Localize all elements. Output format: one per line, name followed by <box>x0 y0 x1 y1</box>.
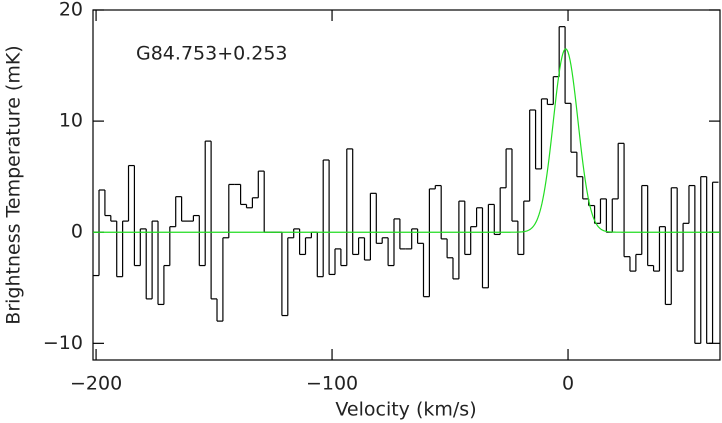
plot-frame <box>92 9 721 361</box>
y-tick-label: 20 <box>59 0 83 21</box>
y-tick-label: −10 <box>43 332 83 354</box>
x-axis-label: Velocity (km/s) <box>335 399 476 421</box>
y-tick-label: 10 <box>59 110 83 132</box>
y-tick-label: 0 <box>71 221 83 243</box>
x-tick-label: −100 <box>306 373 358 395</box>
gaussian-fit <box>93 48 720 233</box>
annotation: G84.753+0.253 <box>136 43 288 65</box>
x-tick-label: 0 <box>562 373 574 395</box>
x-tick-label: −200 <box>70 373 122 395</box>
y-axis-label: Brightness Temperature (mK) <box>3 45 25 324</box>
